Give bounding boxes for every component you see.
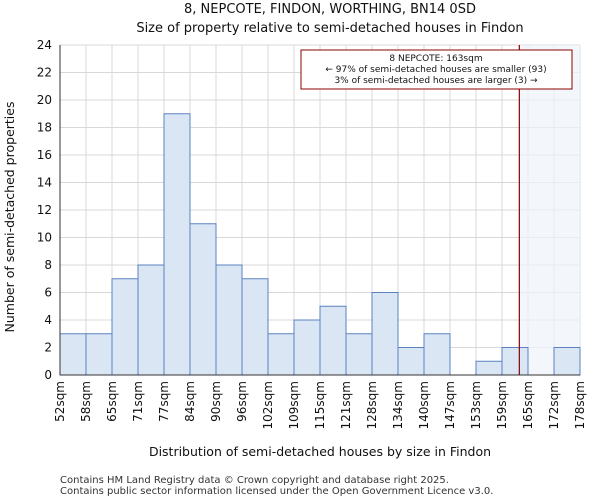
footer-line-2: Contains public sector information licen… (60, 486, 493, 497)
bar (345, 333, 373, 376)
y-tick-label: 4 (44, 313, 52, 327)
y-tick-label: 16 (37, 148, 52, 162)
bar (59, 333, 87, 376)
bar (423, 333, 451, 376)
x-tick-label: 147sqm (443, 381, 457, 429)
chart-title: 8, NEPCOTE, FINDON, WORTHING, BN14 0SD (184, 2, 476, 17)
annotation-line-1: 8 NEPCOTE: 163sqm (389, 54, 482, 64)
y-tick-label: 22 (37, 66, 52, 80)
y-tick-label: 20 (37, 93, 52, 107)
x-tick-label: 65sqm (105, 381, 119, 422)
axes (59, 45, 580, 376)
bar (189, 223, 217, 376)
bar (319, 305, 347, 376)
x-tick-labels: 52sqm 58sqm 65sqm 71sqm 77sqm 84sqm 90sqm 96sqm… (53, 381, 587, 429)
bar (293, 319, 321, 376)
y-tick-label: 0 (44, 368, 52, 382)
y-tick-label: 2 (44, 341, 52, 355)
bar (371, 292, 399, 376)
x-tick-label: 109sqm (287, 381, 301, 429)
y-tick-label: 18 (37, 121, 52, 135)
annotation-line-3: 3% of semi-detached houses are larger (3… (334, 76, 538, 86)
y-tick-label: 10 (37, 231, 52, 245)
x-tick-label: 71sqm (131, 381, 145, 422)
annotation-box: 8 NEPCOTE: 163sqm ← 97% of semi-detached… (300, 49, 573, 90)
annotation-line-2: ← 97% of semi-detached houses are smalle… (325, 65, 546, 75)
x-tick-label: 58sqm (79, 381, 93, 422)
x-tick-label: 178sqm (573, 381, 587, 429)
x-tick-label: 165sqm (521, 381, 535, 429)
bar (241, 278, 269, 376)
x-tick-label: 84sqm (183, 381, 197, 422)
x-tick-label: 90sqm (209, 381, 223, 422)
bar (163, 113, 191, 376)
x-tick-label: 128sqm (365, 381, 379, 429)
y-tick-label: 14 (37, 176, 52, 190)
x-tick-label: 96sqm (235, 381, 249, 422)
chart-subtitle: Size of property relative to semi-detach… (136, 21, 523, 36)
bar (137, 264, 165, 376)
y-tick-label: 8 (44, 258, 52, 272)
bar (85, 333, 113, 376)
bars (59, 113, 581, 376)
bar (397, 347, 425, 376)
x-tick-label: 153sqm (469, 381, 483, 429)
bar (475, 360, 503, 376)
footer-line-1: Contains HM Land Registry data © Crown c… (60, 475, 449, 486)
x-tick-label: 77sqm (157, 381, 171, 422)
x-axis-label: Distribution of semi-detached houses by … (149, 444, 491, 459)
x-tick-label: 134sqm (391, 381, 405, 429)
y-tick-label: 12 (37, 203, 52, 217)
x-tick-label: 102sqm (261, 381, 275, 429)
bar (267, 333, 295, 376)
bar (111, 278, 139, 376)
x-tick-label: 172sqm (547, 381, 561, 429)
bar (215, 264, 243, 376)
bar (501, 347, 529, 376)
x-tick-label: 159sqm (495, 381, 509, 429)
x-tick-label: 140sqm (417, 381, 431, 429)
shaded-region (519, 45, 580, 375)
x-tick-label: 115sqm (313, 381, 327, 429)
y-tick-label: 6 (44, 286, 52, 300)
y-tick-label: 24 (37, 38, 52, 52)
x-tick-label: 121sqm (339, 381, 353, 429)
annotation-frame (300, 49, 573, 90)
x-tick-label: 52sqm (53, 381, 67, 422)
y-axis-label: Number of semi-detached properties (2, 102, 17, 333)
bar (553, 347, 581, 376)
